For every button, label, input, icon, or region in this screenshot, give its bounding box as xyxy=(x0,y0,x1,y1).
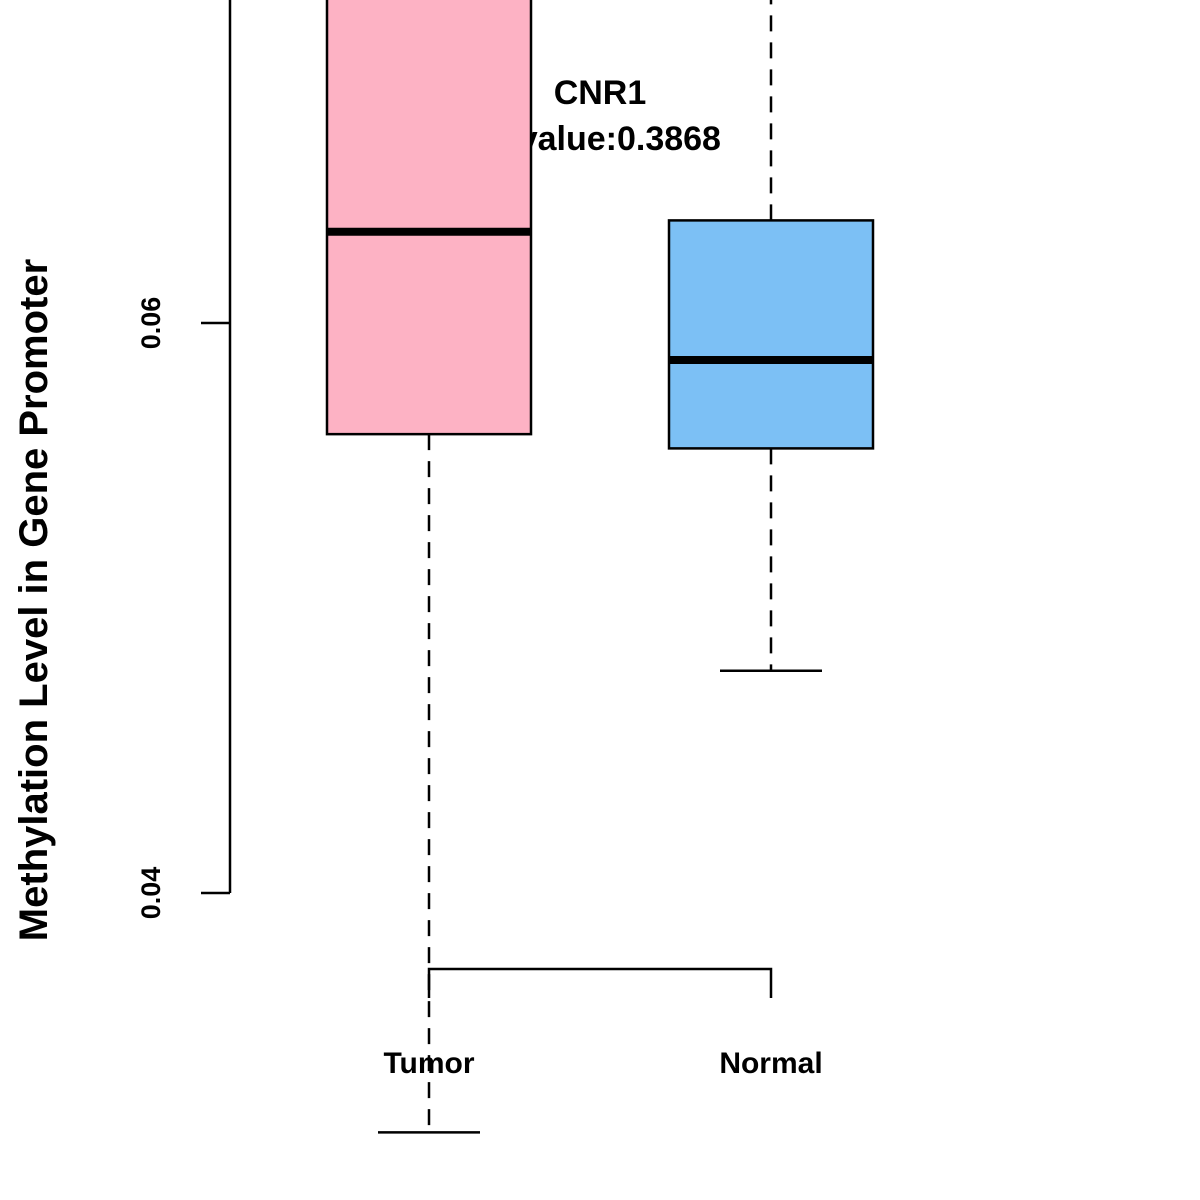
box-iqr xyxy=(667,219,875,450)
chart-title: CNR1 xyxy=(554,74,647,112)
y-axis: 0.040.060.080.100.120.14 xyxy=(136,0,232,920)
bracket-line xyxy=(427,967,773,998)
box-tumor xyxy=(325,0,533,1134)
x-tick-label-normal: Normal xyxy=(719,1047,822,1080)
significance-bracket xyxy=(427,967,773,998)
x-tick-label-tumor: Tumor xyxy=(383,1047,474,1080)
box-normal xyxy=(667,0,875,672)
x-axis-labels: Tumor Normal xyxy=(383,1047,822,1080)
y-tick-label: 0.04 xyxy=(136,867,166,920)
boxes-group xyxy=(325,0,875,1134)
box-iqr xyxy=(325,0,533,436)
y-axis-title: Methylation Level in Gene Promoter xyxy=(12,259,56,941)
y-tick-label: 0.06 xyxy=(136,297,166,350)
